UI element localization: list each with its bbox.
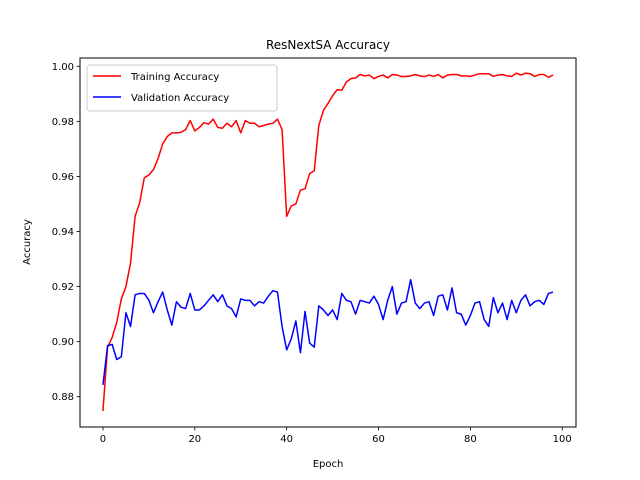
y-tick-label: 0.90 bbox=[52, 337, 74, 348]
legend-box bbox=[86, 64, 278, 112]
y-tick-label: 0.98 bbox=[52, 117, 74, 128]
legend: Training Accuracy Validation Accuracy bbox=[86, 64, 278, 112]
plot-frame bbox=[79, 57, 577, 428]
y-tick-label: 0.88 bbox=[52, 392, 74, 403]
x-tick-label: 100 bbox=[553, 434, 572, 445]
chart-title: ResNextSA Accuracy bbox=[266, 38, 390, 52]
legend-label: Training Accuracy bbox=[130, 72, 219, 83]
x-axis-title: Epoch bbox=[313, 459, 344, 470]
x-tick-label: 40 bbox=[280, 434, 293, 445]
y-tick-label: 0.94 bbox=[52, 227, 74, 238]
y-tick-label: 1.00 bbox=[52, 62, 74, 73]
series-layer bbox=[102, 72, 554, 412]
x-tick-label: 0 bbox=[100, 434, 106, 445]
ticks-layer: 0 20 40 60 80 100 0.88 0.90 0.92 0.94 0.96 0.98 1.00 bbox=[52, 62, 572, 445]
y-tick-label: 0.92 bbox=[52, 282, 74, 293]
x-tick-label: 20 bbox=[188, 434, 201, 445]
series-line-validation bbox=[102, 278, 554, 385]
y-axis-title: Accuracy bbox=[22, 219, 33, 265]
series-line-training bbox=[102, 72, 554, 412]
y-tick-label: 0.96 bbox=[52, 172, 74, 183]
x-tick-label: 60 bbox=[372, 434, 385, 445]
legend-label: Validation Accuracy bbox=[131, 93, 229, 104]
x-tick-label: 80 bbox=[464, 434, 477, 445]
